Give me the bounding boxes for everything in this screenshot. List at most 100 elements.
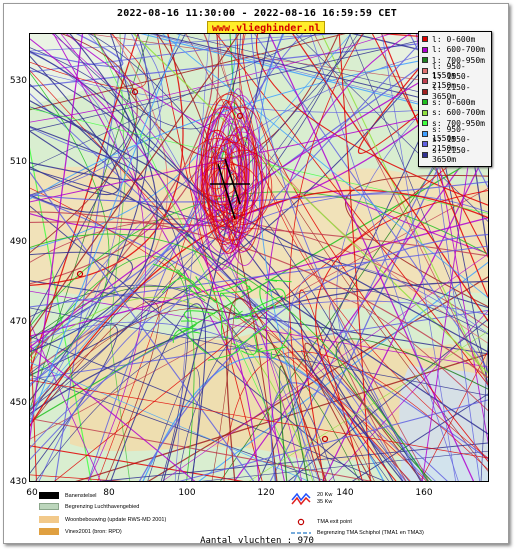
flight-track bbox=[30, 72, 110, 377]
runway bbox=[224, 158, 241, 205]
departure-track bbox=[259, 284, 268, 312]
flight-track bbox=[30, 55, 121, 196]
flight-track bbox=[30, 130, 488, 435]
approach-track bbox=[226, 88, 250, 236]
flight-track bbox=[328, 298, 488, 481]
flight-track bbox=[381, 34, 457, 481]
flight-track bbox=[304, 342, 423, 481]
flight-track bbox=[65, 34, 488, 255]
tma-exit-point bbox=[76, 270, 84, 278]
legend-item: l: 0-600m bbox=[422, 34, 488, 45]
key-runway: Banenstelsel bbox=[39, 492, 97, 499]
flight-track bbox=[138, 233, 488, 481]
kw-contour-icon bbox=[291, 492, 311, 506]
flight-track bbox=[322, 146, 488, 481]
key-airport-boundary: Begrenzing Luchthavengebied bbox=[39, 503, 139, 510]
legend-item: s: 950-1550m bbox=[422, 125, 488, 143]
legend-item: l: 950-1550m bbox=[422, 62, 488, 80]
x-tick-label: 100 bbox=[178, 488, 196, 498]
legend-swatch bbox=[422, 151, 428, 158]
departure-track bbox=[255, 346, 287, 353]
key-label: TMA exit point bbox=[317, 519, 352, 525]
legend-swatch bbox=[422, 46, 428, 53]
key-tma-boundary: Begrenzing TMA Schiphol (TMA1 en TMA3) bbox=[291, 530, 424, 536]
flight-track bbox=[132, 34, 488, 374]
key-label: Vinex2001 (bron: RPD) bbox=[65, 528, 122, 535]
approach-track bbox=[206, 134, 231, 196]
flight-track bbox=[30, 379, 488, 459]
flight-track bbox=[162, 34, 488, 299]
flight-track bbox=[30, 445, 244, 481]
departure-track bbox=[172, 327, 197, 343]
flight-track bbox=[30, 187, 427, 481]
flight-track bbox=[30, 34, 317, 169]
legend-label: l: 2150-3650m bbox=[432, 82, 471, 101]
y-tick-label: 510 bbox=[9, 157, 27, 167]
flight-track bbox=[30, 52, 122, 418]
tma-exit-icon bbox=[297, 518, 305, 526]
approach-track bbox=[224, 126, 257, 220]
flight-track bbox=[219, 34, 488, 344]
departure-track bbox=[238, 277, 253, 291]
flight-track bbox=[315, 190, 488, 481]
flight-track bbox=[177, 288, 488, 481]
flight-track bbox=[162, 34, 271, 481]
flight-track bbox=[30, 211, 488, 379]
departure-track bbox=[176, 269, 202, 293]
flight-track bbox=[30, 345, 196, 481]
tma-exit-point bbox=[236, 112, 244, 120]
departure-track bbox=[246, 304, 277, 318]
legend-label: s: 600-700m bbox=[432, 108, 485, 118]
flight-track bbox=[30, 100, 488, 353]
runway bbox=[217, 163, 236, 220]
flight-track bbox=[30, 34, 352, 409]
departure-track bbox=[152, 263, 187, 281]
legend-label: l: 1550-2150m bbox=[432, 72, 471, 91]
flight-track bbox=[110, 303, 207, 481]
y-tick-label: 450 bbox=[9, 398, 27, 408]
altitude-legend: l: 0-600m l: 600-700m l: 700-950m l: 950… bbox=[418, 31, 492, 167]
y-tick-label: 430 bbox=[9, 477, 27, 487]
flight-track bbox=[310, 34, 459, 481]
legend-swatch bbox=[422, 109, 428, 116]
flight-track bbox=[30, 103, 488, 203]
flight-track bbox=[250, 34, 423, 481]
legend-swatch bbox=[422, 67, 428, 74]
flight-track-map[interactable] bbox=[29, 33, 489, 482]
flight-track bbox=[30, 34, 392, 123]
flight-track bbox=[30, 284, 277, 481]
y-tick-label: 470 bbox=[9, 317, 27, 327]
legend-item: l: 700-950m bbox=[422, 55, 488, 66]
flight-track bbox=[268, 34, 475, 481]
flight-track bbox=[270, 382, 407, 481]
x-tick-label: 120 bbox=[257, 488, 275, 498]
legend-item: s: 1550-2150m bbox=[422, 135, 488, 153]
flight-track bbox=[236, 34, 488, 459]
flight-track bbox=[313, 34, 488, 385]
flight-track bbox=[301, 349, 410, 481]
key-label: Woonbebouwing (update RWS-MD 2001) bbox=[65, 516, 167, 523]
departure-track bbox=[240, 333, 258, 355]
flight-track bbox=[30, 296, 314, 481]
approach-track bbox=[200, 144, 241, 203]
flight-track bbox=[30, 308, 37, 481]
flight-track bbox=[30, 34, 181, 425]
vinex-swatch bbox=[39, 528, 59, 535]
flight-track bbox=[30, 34, 329, 73]
departure-track bbox=[180, 320, 198, 333]
flight-track bbox=[30, 34, 164, 197]
flight-track bbox=[30, 34, 161, 159]
flight-track bbox=[30, 34, 430, 461]
flight-track bbox=[30, 418, 373, 481]
flight-track bbox=[30, 34, 450, 132]
flight-track bbox=[30, 474, 123, 481]
flight-track bbox=[75, 353, 488, 481]
chart-frame: 2022-08-16 11:30:00 - 2022-08-16 16:59:5… bbox=[3, 3, 509, 546]
legend-label: l: 950-1550m bbox=[432, 61, 466, 80]
flight-track bbox=[335, 338, 488, 481]
legend-swatch bbox=[422, 57, 428, 64]
flight-track bbox=[30, 34, 240, 334]
flight-track bbox=[30, 168, 488, 309]
flight-track bbox=[97, 442, 488, 481]
key-label: Begrenzing Luchthavengebied bbox=[65, 503, 140, 510]
